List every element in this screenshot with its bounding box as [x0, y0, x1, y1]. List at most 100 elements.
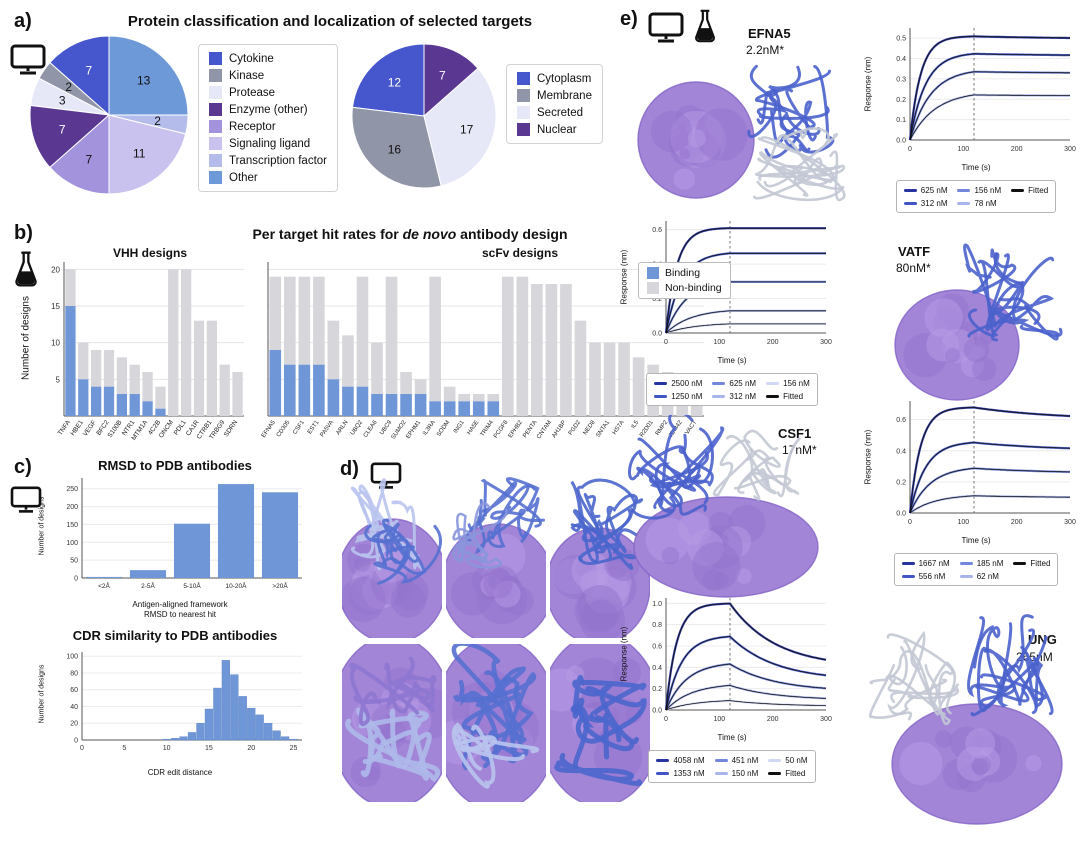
pie-value-label: 13 — [137, 73, 151, 87]
legend-label: 62 nM — [976, 571, 999, 581]
legend-label: Transcription factor — [229, 154, 327, 167]
target-name-efna5: EFNA5 — [748, 26, 791, 41]
x-tick-label: ARLN — [335, 420, 349, 437]
y-tick-label: 0.5 — [896, 36, 906, 43]
legend-label: Kinase — [229, 69, 265, 82]
hist-bar — [280, 736, 290, 741]
binding-label: Binding — [665, 267, 701, 279]
ribbon — [783, 65, 835, 154]
fitted-curve — [665, 227, 826, 334]
legend-item: Other — [209, 171, 327, 184]
y-tick-label: 40 — [70, 704, 78, 711]
x-tick-label: UBQ2 — [350, 419, 365, 436]
ribbon — [384, 662, 432, 714]
legend-line-swatch — [768, 771, 782, 775]
legend-line-swatch — [656, 771, 670, 775]
legend-line-swatch — [957, 188, 971, 192]
bli-legend-item: 625 nM — [712, 377, 756, 389]
y-tick-label: 5 — [56, 375, 61, 384]
legend-label: Receptor — [229, 120, 276, 133]
pie-slice — [29, 104, 111, 169]
target-name-csf1: CSF1 — [778, 426, 812, 441]
protein-structure-thumbnail — [550, 644, 650, 802]
bli-legend-ung: 4058 nM 1353 nM 451 nM 150 nM 50 nM Fitted — [648, 750, 816, 783]
ribbon — [628, 437, 696, 492]
legend-label: 2500 nM — [671, 378, 703, 388]
hist-bar — [187, 732, 197, 741]
pie-value-label: 7 — [86, 153, 93, 167]
x-tick-label: 300 — [1064, 146, 1076, 153]
flask-icon — [15, 251, 37, 287]
ribbon — [972, 248, 1017, 294]
legend-label: Fitted — [785, 768, 806, 778]
x-tick-label: PA5VA — [320, 420, 336, 439]
legend-swatch — [209, 171, 222, 184]
bar-nonbinding — [78, 342, 89, 380]
pie-slice — [423, 67, 497, 187]
legend-swatch — [517, 106, 530, 119]
x-tick-label: 100 — [957, 146, 969, 153]
legend-item: Signaling ligand — [209, 137, 327, 150]
y-tick-label: 0 — [74, 738, 78, 745]
y-tick-label: 0.3 — [896, 76, 906, 83]
bli-x-axis-label: Time (s) — [717, 356, 747, 365]
bli-y-axis-label: Response (nm) — [863, 56, 873, 112]
hist-bar — [272, 730, 281, 741]
y-tick-label: 0.4 — [896, 56, 906, 63]
protein-structure-thumbnail — [342, 478, 442, 638]
fitted-curve — [909, 94, 1070, 141]
x-tick-label: 100 — [713, 716, 725, 723]
x-tick-label: 100 — [957, 519, 969, 526]
bli-legend-item: 156 nM — [957, 184, 1001, 196]
pie-slice — [108, 114, 187, 195]
legend-line-swatch — [712, 394, 726, 398]
bar-binding — [342, 386, 354, 416]
fitted-curve — [909, 36, 1070, 141]
y-tick-label: 0.2 — [652, 686, 662, 693]
target-kd-efna5: 2.2nM* — [746, 43, 785, 57]
legend-label: Cytokine — [229, 52, 274, 65]
fitted-curve — [909, 407, 1070, 514]
bar-nonbinding — [168, 269, 179, 416]
y-tick-label: 0.2 — [652, 296, 662, 303]
x-tick-label: 200 — [767, 716, 779, 723]
bar-nonbinding — [632, 357, 645, 416]
panel-b-title: Per target hit rates for de novo antibod… — [130, 226, 690, 242]
y-tick-label: 0.2 — [896, 479, 906, 486]
x-tick-label: <2Å — [98, 581, 110, 590]
hist-bar — [264, 723, 273, 741]
bli-legend-item: 625 nM — [903, 184, 947, 196]
legend-label: 625 nM — [729, 378, 757, 388]
bar-binding — [269, 350, 282, 416]
legend-line-swatch — [654, 394, 668, 398]
x-tick-label: 0 — [908, 146, 912, 153]
legend-label: 312 nM — [920, 198, 948, 208]
protein-structure-vatf — [894, 243, 1063, 401]
ribbon — [886, 633, 959, 725]
legend-item: Receptor — [209, 120, 327, 133]
bar-binding — [65, 306, 76, 416]
y-tick-label: 15 — [51, 302, 60, 311]
bar — [85, 576, 123, 578]
y-tick-label: 0.6 — [896, 417, 906, 424]
y-tick-label: 10 — [51, 339, 60, 348]
bar-binding — [414, 394, 427, 416]
pie-value-label: 2 — [65, 80, 72, 94]
bli-legend-item: Fitted — [1013, 557, 1050, 569]
pie-value-label: 7 — [59, 123, 66, 137]
bar-binding — [283, 364, 296, 416]
ribbon — [654, 462, 709, 508]
fitted-curve — [665, 603, 827, 711]
bar-nonbinding — [269, 276, 282, 350]
bar-nonbinding — [589, 342, 601, 416]
protein-structure-csf1 — [628, 415, 819, 598]
ribbon — [475, 508, 545, 555]
x-tick-label: PGD2 — [568, 419, 583, 436]
ribbon — [753, 133, 845, 200]
x-tick-label: 10-20Å — [226, 581, 248, 590]
legend-item-nonbinding: Non-binding — [647, 282, 722, 294]
bar-binding — [458, 401, 471, 416]
ribbon — [576, 478, 637, 559]
fitted-curve — [909, 442, 1071, 514]
legend-item: Nuclear — [517, 123, 592, 136]
